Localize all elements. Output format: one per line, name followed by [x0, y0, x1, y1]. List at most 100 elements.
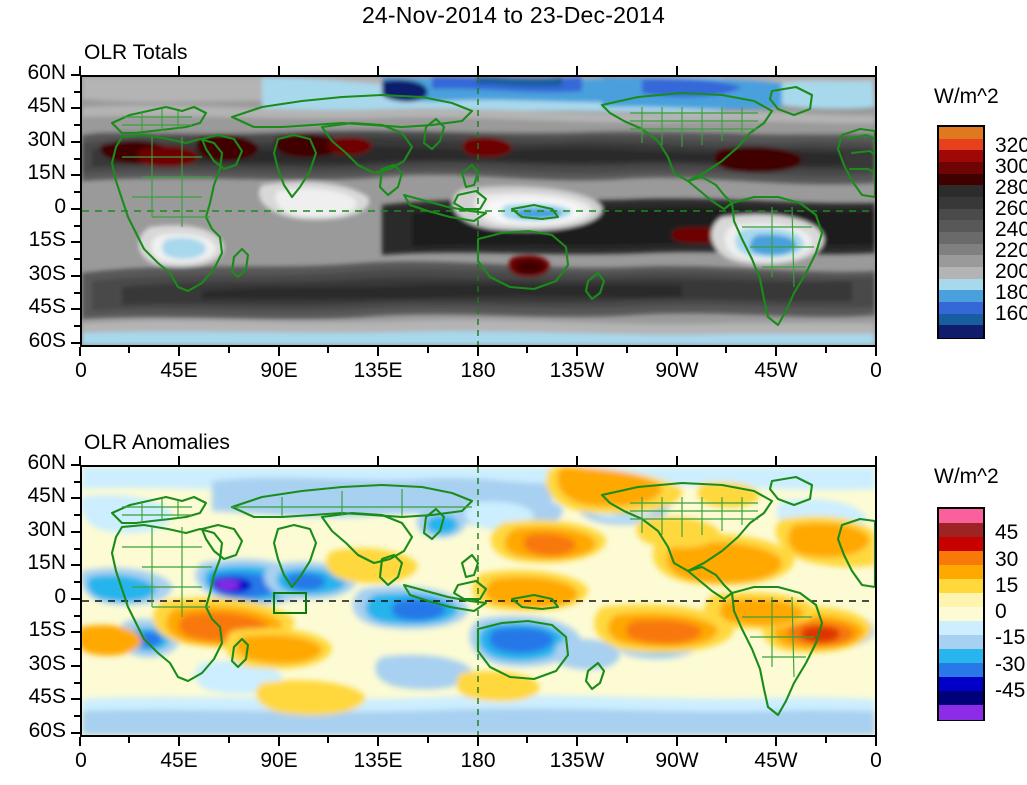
- panel-title-totals: OLR Totals: [84, 41, 188, 64]
- colorbar-label-8: 160: [995, 302, 1027, 325]
- map-canvas-anomalies: [82, 467, 875, 735]
- xtick-minor-totals-6: [725, 347, 727, 353]
- ylabel-totals-7: 45S: [28, 295, 66, 318]
- ylabel-totals-3: 15N: [27, 161, 66, 184]
- colorbar-band-10: [939, 649, 983, 664]
- xtick-anom-0: [79, 737, 81, 746]
- ytick-totals-1: [71, 107, 80, 109]
- ytick-minor-totals-1: [74, 124, 80, 126]
- xtick-minor-anom-3: [427, 737, 429, 743]
- xtick-top-totals-8: [875, 66, 877, 75]
- xtick-top-totals-7: [775, 66, 777, 75]
- colorbar-band-14: [939, 290, 983, 303]
- colorbar-title-anomalies: W/m^2: [934, 465, 999, 488]
- colorbar-band-9: [939, 635, 983, 650]
- country-borders-totals: [122, 107, 814, 288]
- xtick-minor-totals-2: [327, 347, 329, 353]
- ytick-minor-totals-5: [74, 258, 80, 260]
- ytick-minor-anom-3: [74, 581, 80, 583]
- colorbar-title-totals: W/m^2: [934, 85, 999, 108]
- colorbar-band-2: [939, 537, 983, 552]
- colorbar-label-5: 220: [995, 239, 1027, 262]
- xtick-totals-8: [875, 347, 877, 356]
- colorbar-label-6: 200: [995, 260, 1027, 283]
- colorbar-label-1: 300: [995, 155, 1027, 178]
- figure-title: 24-Nov-2014 to 23-Dec-2014: [361, 2, 666, 28]
- colorbar-label-0: 45: [995, 521, 1019, 545]
- xtick-minor-anom-4: [526, 737, 528, 743]
- xlabel-anom-5: 135W: [549, 749, 605, 772]
- colorbar-band-13: [939, 278, 983, 291]
- colorbar-band-11: [939, 663, 983, 678]
- ytick-totals-4: [71, 208, 80, 210]
- xtick-top-anom-6: [676, 456, 678, 465]
- xtick-anom-8: [875, 737, 877, 746]
- colorbar-band-2: [939, 150, 983, 163]
- colorbar-band-0: [939, 127, 983, 140]
- ylabel-totals-2: 30N: [27, 128, 66, 151]
- ylabel-anom-2: 30N: [27, 518, 66, 541]
- xtick-anom-6: [676, 737, 678, 746]
- ytick-totals-5: [71, 241, 80, 243]
- ytick-minor-anom-2: [74, 548, 80, 550]
- colorbar-band-0: [939, 509, 983, 524]
- map-canvas-totals: [82, 77, 875, 345]
- colorbar-band-13: [939, 691, 983, 706]
- colorbar-band-12: [939, 677, 983, 692]
- colorbar-label-4: -15: [995, 626, 1026, 650]
- xlabel-anom-0: 0: [75, 749, 87, 772]
- colorbar-label-0: 320: [995, 134, 1027, 157]
- xtick-top-anom-5: [576, 456, 578, 465]
- ylabel-anom-6: 30S: [28, 652, 66, 675]
- colorbar-band-15: [939, 302, 983, 315]
- xtick-anom-7: [775, 737, 777, 746]
- ylabel-anom-4: 0: [54, 585, 66, 608]
- colorbar-band-9: [939, 232, 983, 245]
- xtick-minor-totals-3: [427, 347, 429, 353]
- xlabel-totals-0: 0: [75, 359, 87, 382]
- ytick-totals-3: [71, 174, 80, 176]
- ylabel-totals-8: 60S: [28, 329, 66, 352]
- panel-olr-totals: OLR Totals: [27, 41, 881, 382]
- colorbar-band-4: [939, 565, 983, 580]
- coastlines-anomalies: [110, 475, 875, 717]
- xtick-minor-anom-1: [228, 737, 230, 743]
- xtick-top-anom-0: [79, 456, 81, 465]
- xlabel-anom-2: 90E: [260, 749, 298, 772]
- ytick-minor-anom-1: [74, 514, 80, 516]
- xtick-totals-0: [79, 347, 81, 356]
- ytick-minor-anom-6: [74, 682, 80, 684]
- xtick-top-anom-8: [875, 456, 877, 465]
- xtick-anom-4: [477, 737, 479, 746]
- xlabel-anom-4: 180: [460, 749, 496, 772]
- xlabel-totals-6: 90W: [655, 359, 699, 382]
- xtick-top-totals-4: [477, 66, 479, 75]
- ylabel-totals-0: 60N: [27, 61, 66, 84]
- xlabel-totals-5: 135W: [549, 359, 605, 382]
- xlabel-totals-2: 90E: [260, 359, 298, 382]
- ytick-minor-totals-0: [74, 91, 80, 93]
- ytick-anom-2: [71, 531, 80, 533]
- ytick-minor-totals-4: [74, 225, 80, 227]
- xtick-top-totals-5: [576, 66, 578, 75]
- xtick-anom-3: [377, 737, 379, 746]
- colorbar-band-1: [939, 138, 983, 151]
- ylabel-anom-1: 45N: [27, 484, 66, 507]
- ytick-minor-totals-7: [74, 325, 80, 327]
- xtick-top-totals-1: [178, 66, 180, 75]
- ytick-anom-1: [71, 497, 80, 499]
- xtick-minor-anom-5: [626, 737, 628, 743]
- colorbar-label-2: 280: [995, 176, 1027, 199]
- ytick-anom-6: [71, 665, 80, 667]
- coastlines-totals: [110, 85, 875, 327]
- ytick-totals-6: [71, 275, 80, 277]
- xtick-minor-anom-0: [128, 737, 130, 743]
- ytick-anom-7: [71, 698, 80, 700]
- xlabel-totals-4: 180: [460, 359, 496, 382]
- xtick-totals-3: [377, 347, 379, 356]
- xlabel-anom-1: 45E: [160, 749, 198, 772]
- xtick-minor-totals-0: [128, 347, 130, 353]
- xtick-minor-totals-1: [228, 347, 230, 353]
- colorbar-band-5: [939, 185, 983, 198]
- ytick-minor-totals-6: [74, 292, 80, 294]
